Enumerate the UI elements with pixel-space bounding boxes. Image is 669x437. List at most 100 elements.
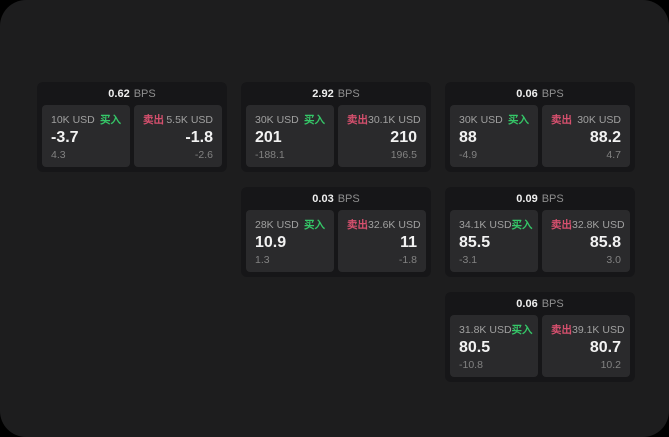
buy-side-label: 买入 (304, 114, 325, 126)
sell-sub-value: 3.0 (606, 254, 621, 266)
buy-panel[interactable]: 34.1K USD 买入 85.5 -3.1 (450, 210, 538, 272)
sell-size: 5.5K USD (166, 113, 213, 126)
sell-side-label: 卖出 (347, 219, 368, 231)
buy-side-label: 买入 (511, 324, 533, 336)
buy-sub-value: -3.1 (459, 254, 478, 266)
buy-panel-top: 30K USD 买入 (459, 112, 529, 127)
buy-panel-top: 34.1K USD 买入 (459, 217, 533, 232)
sell-panel[interactable]: 卖出 30.1K USD 210 196.5 (338, 105, 426, 167)
buy-size: 31.8K USD (459, 323, 512, 336)
quote-panels: 30K USD 买入 201 -188.1 卖出 30.1K USD 210 1… (241, 105, 431, 172)
spread-value: 2.92 (312, 87, 334, 100)
buy-price: 85.5 (459, 234, 491, 251)
buy-panel[interactable]: 10K USD 买入 -3.7 4.3 (42, 105, 130, 167)
buy-sub-value: -10.8 (459, 359, 483, 371)
buy-size: 34.1K USD (459, 218, 512, 231)
buy-sub-value: 1.3 (255, 254, 270, 266)
buy-panel[interactable]: 28K USD 买入 10.9 1.3 (246, 210, 334, 272)
spread-value: 0.06 (516, 87, 538, 100)
quote-card: 0.09 BPS 34.1K USD 买入 85.5 -3.1 卖出 32.8K… (445, 187, 635, 277)
quote-panels: 30K USD 买入 88 -4.9 卖出 30K USD 88.2 4.7 (445, 105, 635, 172)
spread-unit: BPS (541, 192, 564, 205)
buy-size: 28K USD (255, 218, 299, 231)
sell-price: 88.2 (589, 129, 621, 146)
quote-card: 2.92 BPS 30K USD 买入 201 -188.1 卖出 30.1K … (241, 82, 431, 172)
buy-panel[interactable]: 30K USD 买入 201 -188.1 (246, 105, 334, 167)
sell-price: 80.7 (589, 339, 621, 356)
sell-size: 30.1K USD (368, 113, 421, 126)
quote-card: 0.03 BPS 28K USD 买入 10.9 1.3 卖出 32.6K US… (241, 187, 431, 277)
sell-panel-top: 卖出 39.1K USD (551, 322, 625, 337)
spread-header: 2.92 BPS (241, 82, 431, 105)
quote-grid: 0.62 BPS 10K USD 买入 -3.7 4.3 卖出 5.5K USD (37, 82, 635, 382)
sell-sub-value: 4.7 (606, 149, 621, 161)
sell-panel-top: 卖出 30.1K USD (347, 112, 421, 127)
spread-value: 0.09 (516, 192, 538, 205)
buy-price: -3.7 (51, 129, 79, 146)
buy-sub-value: 4.3 (51, 149, 66, 161)
spread-header: 0.03 BPS (241, 187, 431, 210)
buy-price: 88 (459, 129, 477, 146)
sell-panel[interactable]: 卖出 39.1K USD 80.7 10.2 (542, 315, 630, 377)
sell-sub-value: 196.5 (390, 149, 417, 161)
sell-side-label: 卖出 (551, 324, 572, 336)
buy-panel-top: 10K USD 买入 (51, 112, 121, 127)
sell-sub-value: 10.2 (600, 359, 621, 371)
spread-value: 0.06 (516, 297, 538, 310)
sell-panel[interactable]: 卖出 30K USD 88.2 4.7 (542, 105, 630, 167)
sell-side-label: 卖出 (551, 114, 572, 126)
spread-value: 0.03 (312, 192, 334, 205)
buy-panel-top: 31.8K USD 买入 (459, 322, 533, 337)
sell-panel[interactable]: 卖出 32.8K USD 85.8 3.0 (542, 210, 630, 272)
spread-unit: BPS (337, 87, 360, 100)
quote-card: 0.06 BPS 31.8K USD 买入 80.5 -10.8 卖出 39.1… (445, 292, 635, 382)
buy-side-label: 买入 (508, 114, 529, 126)
sell-panel-top: 卖出 30K USD (551, 112, 621, 127)
quote-panels: 10K USD 买入 -3.7 4.3 卖出 5.5K USD -1.8 -2.… (37, 105, 227, 172)
buy-price: 10.9 (255, 234, 287, 251)
buy-size: 30K USD (459, 113, 503, 126)
quote-card: 0.06 BPS 30K USD 买入 88 -4.9 卖出 30K USD (445, 82, 635, 172)
sell-sub-value: -2.6 (194, 149, 213, 161)
sell-price: 85.8 (589, 234, 621, 251)
buy-size: 30K USD (255, 113, 299, 126)
buy-size: 10K USD (51, 113, 95, 126)
sell-size: 32.8K USD (572, 218, 625, 231)
buy-price: 201 (255, 129, 282, 146)
buy-side-label: 买入 (511, 219, 533, 231)
sell-size: 39.1K USD (572, 323, 625, 336)
buy-side-label: 买入 (100, 114, 121, 126)
spread-value: 0.62 (108, 87, 130, 100)
buy-sub-value: -4.9 (459, 149, 478, 161)
sell-price: -1.8 (185, 129, 213, 146)
spread-unit: BPS (133, 87, 156, 100)
buy-panel[interactable]: 31.8K USD 买入 80.5 -10.8 (450, 315, 538, 377)
buy-panel[interactable]: 30K USD 买入 88 -4.9 (450, 105, 538, 167)
sell-side-label: 卖出 (551, 219, 572, 231)
sell-side-label: 卖出 (347, 114, 368, 126)
spread-unit: BPS (337, 192, 360, 205)
sell-panel[interactable]: 卖出 32.6K USD 11 -1.8 (338, 210, 426, 272)
buy-panel-top: 30K USD 买入 (255, 112, 325, 127)
spread-unit: BPS (541, 297, 564, 310)
buy-sub-value: -188.1 (255, 149, 285, 161)
buy-side-label: 买入 (304, 219, 325, 231)
spread-header: 0.62 BPS (37, 82, 227, 105)
quote-card: 0.62 BPS 10K USD 买入 -3.7 4.3 卖出 5.5K USD (37, 82, 227, 172)
sell-size: 30K USD (577, 113, 621, 126)
sell-price: 210 (390, 129, 417, 146)
sell-panel[interactable]: 卖出 5.5K USD -1.8 -2.6 (134, 105, 222, 167)
quote-panels: 31.8K USD 买入 80.5 -10.8 卖出 39.1K USD 80.… (445, 315, 635, 382)
sell-side-label: 卖出 (143, 114, 164, 126)
spread-unit: BPS (541, 87, 564, 100)
spread-header: 0.06 BPS (445, 292, 635, 315)
quote-panels: 28K USD 买入 10.9 1.3 卖出 32.6K USD 11 -1.8 (241, 210, 431, 277)
sell-size: 32.6K USD (368, 218, 421, 231)
sell-sub-value: -1.8 (398, 254, 417, 266)
sell-panel-top: 卖出 5.5K USD (143, 112, 213, 127)
sell-panel-top: 卖出 32.6K USD (347, 217, 421, 232)
sell-panel-top: 卖出 32.8K USD (551, 217, 625, 232)
quote-panels: 34.1K USD 买入 85.5 -3.1 卖出 32.8K USD 85.8… (445, 210, 635, 277)
sell-price: 11 (400, 234, 417, 251)
